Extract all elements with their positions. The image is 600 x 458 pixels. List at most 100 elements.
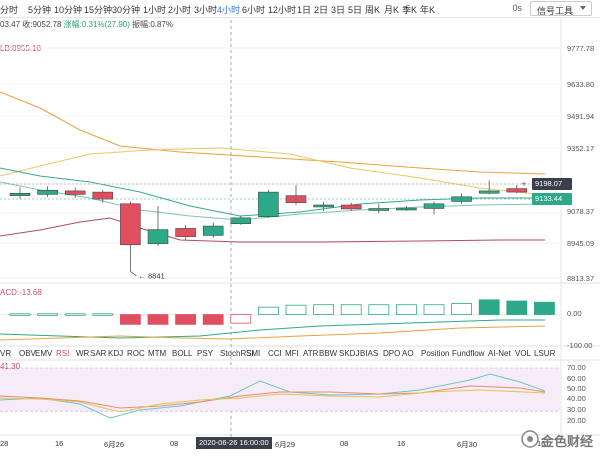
indicator-tab-cci[interactable]: CCI xyxy=(268,349,282,358)
current-price-badge-upper: 9198.07 xyxy=(532,178,572,190)
macd-tick-label: -100.00 xyxy=(567,341,593,350)
timeframe-11[interactable]: 1日 xyxy=(297,5,312,15)
timeframe-5[interactable]: 1小时 xyxy=(143,5,167,15)
indicator-tab-mtm[interactable]: MTM xyxy=(148,349,167,358)
rsi-line-3 xyxy=(0,389,546,413)
candle-body xyxy=(368,208,390,211)
ma-purple-line xyxy=(0,217,545,243)
macd-bar xyxy=(147,314,169,325)
indicator-tab-atr[interactable]: ATR xyxy=(303,349,319,358)
price-tick-label: 9078.37 xyxy=(567,207,595,216)
macd-bar xyxy=(64,313,86,316)
indicator-tab-roc[interactable]: ROC xyxy=(127,349,145,358)
macd-bar xyxy=(423,304,445,315)
indicator-tab-psy[interactable]: PSY xyxy=(197,349,214,358)
indicator-tab-position[interactable]: Position xyxy=(421,349,450,358)
candle-body xyxy=(258,191,279,217)
ma-orange-line xyxy=(0,91,546,175)
timeframe-12[interactable]: 2日 xyxy=(314,5,329,15)
indicator-tab-lsur[interactable]: LSUR xyxy=(534,349,556,358)
rsi-line-1 xyxy=(0,373,546,419)
info-prefix: 03.47 xyxy=(0,20,21,29)
macd-bar xyxy=(451,303,473,315)
timeframe-4[interactable]: 30分钟 xyxy=(112,5,141,15)
indicator-tab-rsi[interactable]: RSI xyxy=(56,349,70,358)
ma-teal-line xyxy=(0,167,545,217)
ma-yellow-line xyxy=(0,147,546,196)
candle-body xyxy=(423,203,445,209)
time-tick-label: 28 xyxy=(0,439,9,448)
candle-body xyxy=(396,207,417,211)
time-tick-label: 6月26 xyxy=(104,440,125,449)
timeframe-2[interactable]: 10分钟 xyxy=(54,5,83,15)
indicator-tab-kdj[interactable]: KDJ xyxy=(108,349,124,358)
price-tick-label: 8813.37 xyxy=(567,274,595,283)
candle-body xyxy=(120,203,141,246)
indicator-tab-mfi[interactable]: MFI xyxy=(285,349,299,358)
rsi-tick-label: 70.00 xyxy=(567,363,586,372)
time-tick-label: 08 xyxy=(340,439,349,448)
timeframe-1[interactable]: 5分钟 xyxy=(28,5,52,15)
indicator-tab-emv[interactable]: EMV xyxy=(35,349,53,358)
timeframe-0[interactable]: 分时 xyxy=(0,5,19,15)
timeframe-10[interactable]: 12小时 xyxy=(268,5,297,15)
macd-bar xyxy=(534,301,555,315)
os-label: 0s xyxy=(512,3,522,13)
macd-dif-line xyxy=(0,319,545,339)
macd-bar xyxy=(257,306,279,315)
add-alert-icon[interactable]: + xyxy=(521,179,527,189)
rsi-tick-label: 40.00 xyxy=(567,394,586,403)
timeframe-14[interactable]: 5日 xyxy=(348,5,363,15)
signal-tools-dropdown[interactable]: 信号工具 xyxy=(530,1,592,16)
indicator-tab-bbw[interactable]: BBW xyxy=(319,349,338,358)
timeframe-17[interactable]: 季K xyxy=(402,5,418,15)
timeframe-toolbar xyxy=(0,0,600,18)
indicator-tab-dpo[interactable]: DPO xyxy=(383,349,401,358)
rsi-value-label: 41.30 xyxy=(0,362,21,371)
indicator-tab-vol[interactable]: VOL xyxy=(515,349,532,358)
price-tick-label: 9491.94 xyxy=(567,112,595,121)
timeframe-9[interactable]: 6小时 xyxy=(242,5,266,15)
rsi-tick-label: 50.00 xyxy=(567,384,586,393)
macd-tick-label: 0.00 xyxy=(567,309,582,318)
timeframe-16[interactable]: 月K xyxy=(384,5,400,15)
timeframe-3[interactable]: 15分钟 xyxy=(84,5,113,15)
indicator-tab-vr[interactable]: VR xyxy=(0,349,12,358)
macd-bar xyxy=(313,304,335,315)
time-tick-label: 16 xyxy=(55,439,64,448)
timeframe-6[interactable]: 2小时 xyxy=(168,5,192,15)
close-label: 收:9052.78 xyxy=(22,20,62,29)
timeframe-18[interactable]: 年K xyxy=(420,5,436,15)
indicator-tab-smi[interactable]: SMI xyxy=(246,349,261,358)
timeframe-7[interactable]: 3小时 xyxy=(194,5,218,15)
macd-bar xyxy=(368,304,390,315)
timeframe-13[interactable]: 3日 xyxy=(331,5,346,15)
indicator-tab-boll[interactable]: BOLL xyxy=(172,349,193,358)
signal-tools-label: 信号工具 xyxy=(537,6,574,16)
indicator-tab-skdj[interactable]: SKDJ xyxy=(339,349,360,358)
time-tick-label: 6月29 xyxy=(275,440,296,449)
timeframe-15[interactable]: 周K xyxy=(365,5,381,15)
amplitude-label: 振幅:0.87% xyxy=(132,20,174,29)
price-tick-label: 9777.78 xyxy=(567,44,595,53)
indicator-tab-ao[interactable]: AO xyxy=(402,349,414,358)
rsi-tick-label: 20.00 xyxy=(567,416,586,425)
indicator-tab-fundflow[interactable]: Fundflow xyxy=(452,349,485,358)
candle-body xyxy=(506,188,528,193)
time-tick-label: 16 xyxy=(397,439,406,448)
indicator-tab-stochrsi[interactable]: StochRSI xyxy=(220,349,254,358)
indicator-tab-ai-net[interactable]: AI-Net xyxy=(488,349,511,358)
indicator-tab-obv[interactable]: OBV xyxy=(19,349,36,358)
macd-bar xyxy=(506,300,528,315)
indicator-tab-bias[interactable]: BIAS xyxy=(360,349,379,358)
macd-bar xyxy=(230,314,252,324)
macd-bar xyxy=(285,304,307,315)
indicator-tab-wr[interactable]: WR xyxy=(76,349,90,358)
low-marker-pointer xyxy=(130,271,137,276)
indicator-tab-sar[interactable]: SAR xyxy=(90,349,107,358)
timeframe-8[interactable]: 4小时 xyxy=(217,5,241,15)
rsi-line-2 xyxy=(0,385,546,409)
time-tick-label: 16 xyxy=(537,439,546,448)
price-tick-label: 9352.17 xyxy=(567,144,595,153)
